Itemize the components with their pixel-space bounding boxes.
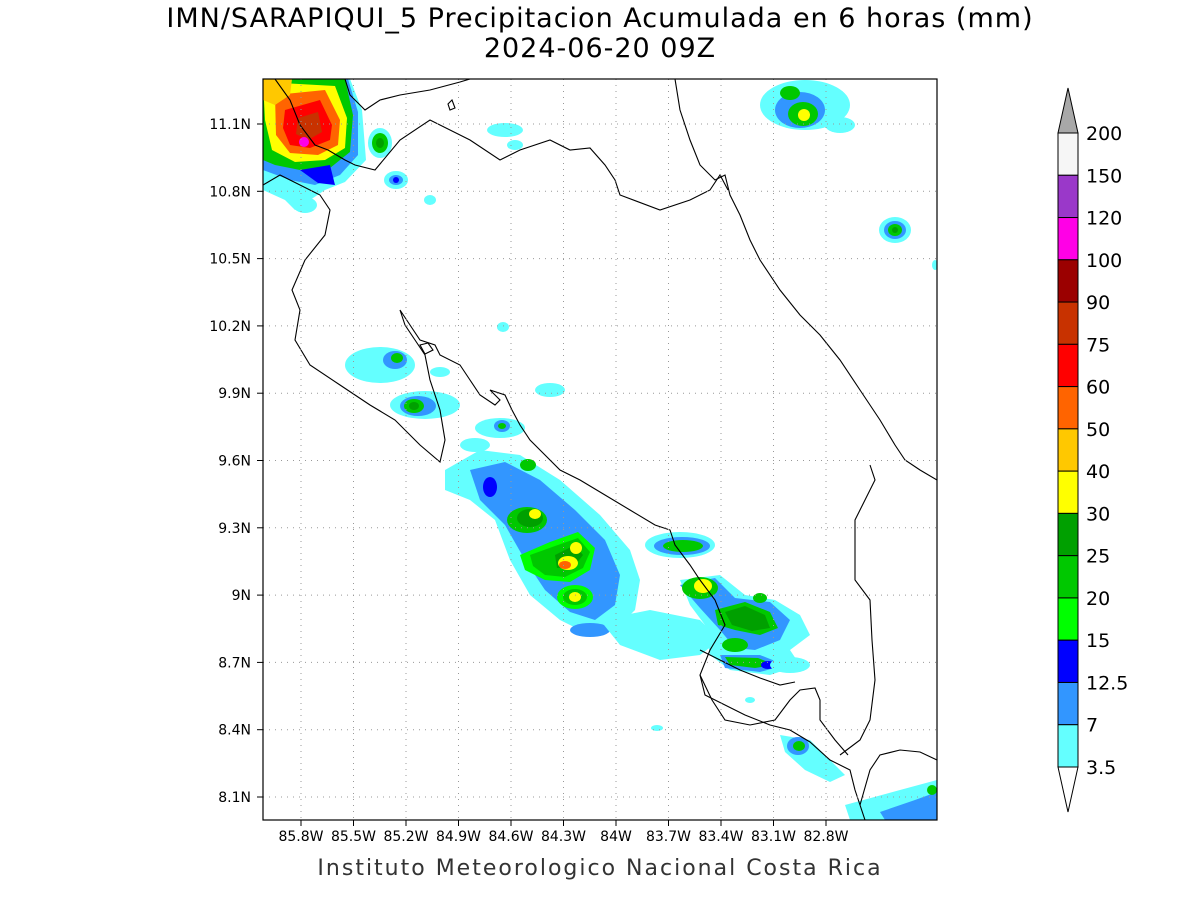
legend-color-box <box>1057 301 1079 345</box>
lon-tick-label: 83.4W <box>698 829 743 845</box>
lon-tick-label: 83.1W <box>751 829 796 845</box>
legend-level-label: 100 <box>1086 250 1122 272</box>
legend-color-box <box>1057 597 1079 641</box>
legend-level-label: 120 <box>1086 208 1122 230</box>
legend-level-label: 90 <box>1086 292 1110 314</box>
legend-color-box <box>1057 174 1079 219</box>
legend-level-label: 60 <box>1086 377 1110 399</box>
rain-band-osa-south <box>645 260 937 820</box>
legend-level-label: 12.5 <box>1086 672 1128 694</box>
footer-credit: Instituto Meteorologico Nacional Costa R… <box>317 856 883 881</box>
rain-cells-northeast <box>760 80 911 243</box>
lat-tick-label: 9N <box>232 588 251 604</box>
legend-level-label: 25 <box>1086 546 1110 568</box>
lat-tick-label: 10.2N <box>209 319 251 335</box>
lon-tick-label: 82.8W <box>803 829 848 845</box>
lon-tick-label: 85.2W <box>383 829 428 845</box>
lat-tick-label: 11.1N <box>209 117 251 133</box>
legend-color-box <box>1057 386 1079 430</box>
legend-level-label: 50 <box>1086 419 1110 441</box>
map-title: IMN/SARAPIQUI_5 Precipitacion Acumulada … <box>166 3 1034 34</box>
graticule-grid <box>263 79 937 820</box>
lat-tick-label: 9.3N <box>218 521 251 537</box>
lat-tick-label: 10.8N <box>209 184 251 200</box>
nicaragua-border <box>274 79 729 211</box>
legend-color-box <box>1057 470 1079 514</box>
lat-tick-label: 8.4N <box>218 723 251 739</box>
color-legend: 200 150 120 100 90 75 60 50 40 30 25 20 15 12.5 7 3.5 <box>1057 87 1128 813</box>
legend-color-box <box>1057 217 1079 261</box>
legend-level-label: 15 <box>1086 630 1110 652</box>
lat-tick-label: 9.6N <box>218 454 251 470</box>
legend-level-label: 3.5 <box>1086 757 1116 779</box>
legend-level-label: 40 <box>1086 461 1110 483</box>
lon-tick-label: 83.7W <box>646 829 691 845</box>
legend-color-box <box>1057 259 1079 303</box>
rain-cells-north <box>293 123 523 213</box>
lon-tick-label: 84.6W <box>488 829 533 845</box>
legend-under-arrow <box>1057 766 1079 813</box>
legend-color-box <box>1057 639 1079 683</box>
legend-color-box <box>1057 724 1079 768</box>
legend-level-label: 7 <box>1086 715 1098 737</box>
interior-border <box>699 649 796 686</box>
legend-color-box <box>1057 132 1079 176</box>
lat-tick-label: 8.7N <box>218 655 251 671</box>
caribbean-coast <box>674 79 937 481</box>
rain-band-pacific-coast <box>445 450 720 660</box>
osa-peninsula <box>699 674 849 756</box>
island-2 <box>419 342 434 355</box>
legend-color-box <box>1057 343 1079 388</box>
lat-tick-label: 9.9N <box>218 386 251 402</box>
lon-tick-label: 85.5W <box>331 829 376 845</box>
legend-color-box <box>1057 428 1079 472</box>
plot-frame <box>262 78 938 821</box>
legend-over-arrow <box>1057 87 1079 134</box>
legend-level-label: 200 <box>1086 123 1122 145</box>
legend-level-label: 150 <box>1086 165 1122 187</box>
legend-level-label: 30 <box>1086 503 1110 525</box>
lat-tick-label: 8.1N <box>218 790 251 806</box>
precipitation-field <box>263 79 937 820</box>
coastline-borders <box>263 79 937 820</box>
lat-tick-label: 10.5N <box>209 252 251 268</box>
rain-cells-nicoya <box>345 322 565 452</box>
pacific-coast <box>263 174 866 820</box>
legend-color-box <box>1057 555 1079 599</box>
lon-tick-label: 84W <box>600 829 632 845</box>
legend-color-box <box>1057 512 1079 557</box>
legend-color-box <box>1057 681 1079 726</box>
panama-border <box>839 464 876 756</box>
lon-tick-label: 84.3W <box>541 829 586 845</box>
legend-level-label: 75 <box>1086 334 1110 356</box>
map-subtitle-datetime: 2024-06-20 09Z <box>483 33 717 64</box>
island-1 <box>447 99 456 111</box>
axis-ticks: 85.8W 85.5W 85.2W 84.9W 84.6W 84.3W 84W 83.7W 83… <box>209 117 848 845</box>
legend-level-label: 20 <box>1086 588 1110 610</box>
lake-shore <box>344 79 471 111</box>
burica <box>859 749 937 806</box>
lon-tick-label: 84.9W <box>436 829 481 845</box>
lon-tick-label: 85.8W <box>278 829 323 845</box>
